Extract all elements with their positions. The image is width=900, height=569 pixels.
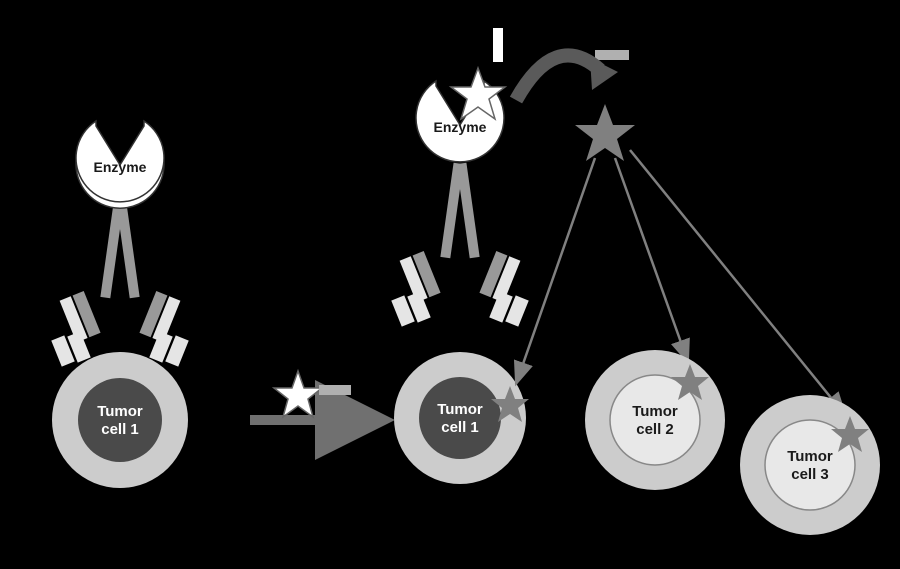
substrate-bar-icon: [493, 28, 503, 62]
tumor-cell-2-label-b: cell 2: [636, 421, 674, 438]
enzyme-left-label: Enzyme: [94, 159, 147, 175]
tumor-cell-2: Tumor cell 2: [585, 350, 725, 490]
active-drug-star-top: [575, 104, 635, 161]
enzyme-right-label: Enzyme: [434, 119, 487, 135]
tumor-cell-1-label-b: cell 1: [101, 421, 139, 438]
enzyme-left: Enzyme: [76, 120, 164, 208]
diagram-canvas: Tumor cell 1 Enzyme: [0, 0, 900, 569]
tumor-cell-1-label-a: Tumor: [97, 403, 143, 420]
tumor-cell-1r-label-b: cell 1: [441, 419, 479, 436]
tumor-cell-1r-label-a: Tumor: [437, 401, 483, 418]
tumor-cell-2-label-a: Tumor: [632, 403, 678, 420]
product-bar-icon: [595, 50, 629, 60]
arrow-to-cell-1: [516, 158, 595, 384]
antibody-left: [51, 203, 188, 367]
antibody-right: [391, 163, 528, 327]
tumor-cell-3-label-b: cell 3: [791, 466, 829, 483]
arrow-to-cell-2: [615, 158, 688, 362]
tumor-cell-1-left: Tumor cell 1: [52, 352, 188, 488]
tumor-cell-3: Tumor cell 3: [740, 395, 880, 535]
conversion-arrow: [516, 55, 618, 100]
prodrug-icon-middle: [274, 371, 351, 417]
tumor-cell-1-right: Tumor cell 1: [394, 352, 526, 484]
tumor-cell-3-label-a: Tumor: [787, 448, 833, 465]
